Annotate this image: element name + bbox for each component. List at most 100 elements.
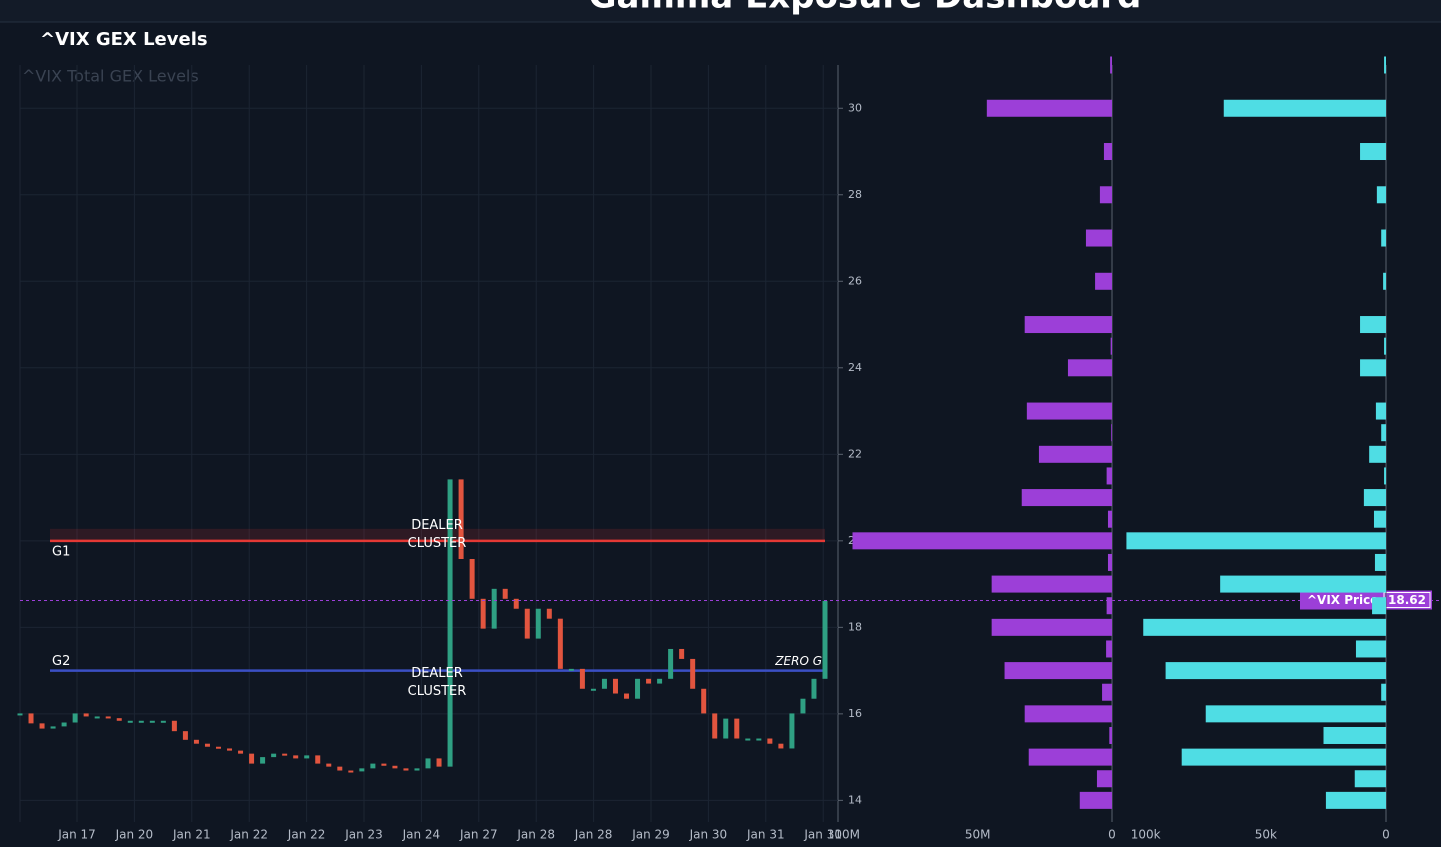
y-tick-label: 24 [848, 361, 862, 374]
candle [304, 755, 310, 759]
bar [1181, 748, 1386, 766]
candle [359, 768, 365, 772]
candle [745, 738, 751, 741]
bar [1355, 640, 1386, 658]
zero-gamma-label: ZERO G [774, 654, 822, 668]
candle [50, 726, 56, 729]
candle [94, 716, 100, 719]
x-tick-label: Jan 21 [172, 828, 211, 842]
level-annotation: DEALER CLUSTER [407, 517, 467, 551]
bar [1102, 683, 1112, 701]
candle [425, 758, 431, 769]
bar [991, 618, 1112, 636]
y-tick-label: 28 [848, 188, 862, 201]
candle [789, 713, 795, 749]
bar [1085, 229, 1112, 247]
candle [712, 713, 718, 739]
candle [249, 753, 255, 764]
bar [986, 99, 1112, 117]
bar [1363, 489, 1386, 507]
bar [1384, 467, 1386, 485]
y-tick-label: 26 [848, 274, 862, 287]
bar [1107, 553, 1112, 571]
bar [1107, 510, 1112, 528]
candle [557, 618, 563, 669]
bar [1111, 424, 1112, 442]
x-tick-label: 100k [1131, 828, 1161, 842]
bar [1024, 316, 1112, 334]
candle [160, 720, 166, 723]
x-tick-label: Jan 31 [746, 828, 785, 842]
candle [568, 668, 574, 671]
bar [1109, 726, 1112, 744]
x-tick-label: Jan 24 [402, 828, 441, 842]
candle [392, 765, 398, 769]
x-tick-label: Jan 17 [57, 828, 96, 842]
candle [679, 648, 685, 659]
x-tick-label: 0 [1108, 828, 1116, 842]
bar [1096, 770, 1112, 788]
x-tick-label: Jan 22 [229, 828, 268, 842]
candle [734, 718, 740, 739]
bar [1375, 402, 1386, 420]
candle [612, 678, 618, 694]
y-tick-label: 18 [848, 620, 862, 633]
candle [447, 479, 453, 767]
x-tick-label: 100M [827, 828, 860, 842]
candle [260, 757, 266, 764]
candle [767, 738, 773, 744]
candle [778, 743, 784, 749]
candle [635, 678, 641, 699]
bar [1376, 186, 1386, 204]
bar [1360, 143, 1386, 161]
candle [149, 720, 155, 723]
x-tick-label: Jan 30 [689, 828, 728, 842]
candle [414, 768, 420, 771]
bar [1143, 618, 1386, 636]
dashboard-title: Gamma Exposure Dashboard [589, 0, 1142, 17]
x-tick-label: Jan 23 [344, 828, 383, 842]
top-bar [0, 0, 1441, 22]
bar [1205, 705, 1386, 723]
y-tick-label: 14 [848, 793, 862, 806]
x-tick-label: Jan 28 [574, 828, 613, 842]
candle [182, 731, 188, 740]
bar [1381, 424, 1386, 442]
bar [1021, 489, 1112, 507]
bar [1372, 597, 1386, 615]
candle [701, 688, 707, 714]
bar [1026, 402, 1112, 420]
candle [756, 738, 762, 741]
bar [1360, 359, 1386, 377]
candle [116, 718, 122, 721]
candle [138, 720, 144, 723]
bar [1384, 337, 1386, 355]
candle [105, 716, 111, 719]
candle [337, 766, 343, 771]
candle [227, 748, 233, 751]
bar [1360, 316, 1386, 334]
x-tick-label: Jan 31 [803, 828, 842, 842]
candle [469, 558, 475, 599]
candle [193, 739, 199, 744]
watermark: ^VIX Total GEX Levels [22, 67, 199, 86]
bar [1028, 748, 1112, 766]
candle [381, 763, 387, 766]
x-tick-label: Jan 28 [516, 828, 555, 842]
bar [1223, 99, 1386, 117]
candle [822, 600, 828, 679]
candle [590, 688, 596, 691]
candle [282, 753, 288, 756]
y-tick-label: 22 [848, 447, 862, 460]
candle [238, 750, 244, 754]
price-tag-label: ^VIX Price [1307, 593, 1378, 607]
bar [1220, 575, 1386, 593]
bar [1067, 359, 1112, 377]
candle [171, 720, 177, 732]
bar [1384, 56, 1386, 74]
price-value: 18.62 [1388, 593, 1426, 607]
candle [61, 722, 67, 727]
bar [1095, 272, 1112, 290]
bar [1126, 532, 1386, 550]
candle [458, 479, 464, 559]
